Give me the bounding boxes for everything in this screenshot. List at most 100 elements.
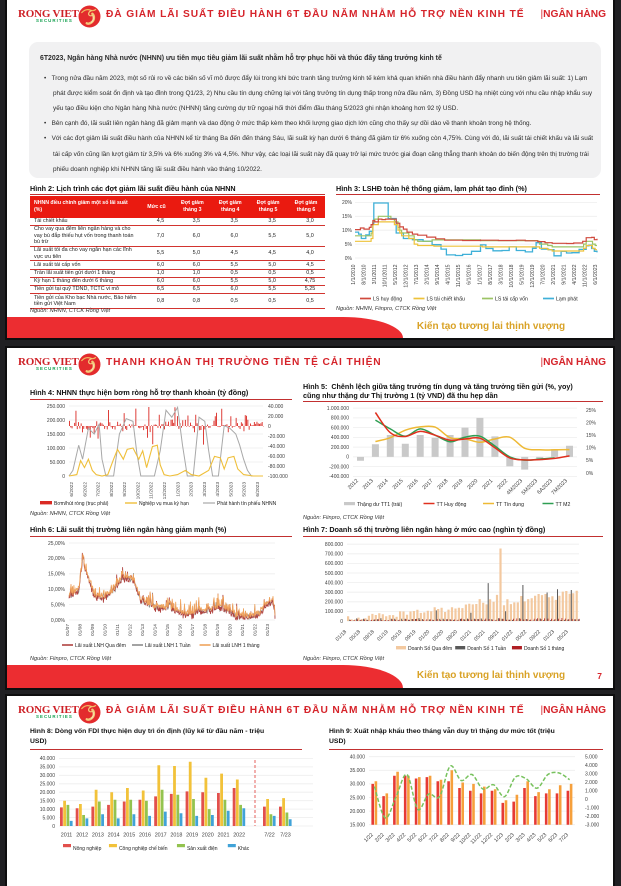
- svg-text:0,00%: 0,00%: [51, 618, 66, 624]
- svg-text:7/2022: 7/2022: [96, 482, 102, 497]
- svg-text:8/1/2017: 8/1/2017: [488, 264, 494, 284]
- svg-text:8/22: 8/22: [439, 832, 451, 844]
- svg-text:01/21: 01/21: [459, 629, 473, 643]
- svg-text:01/19: 01/19: [376, 629, 390, 643]
- svg-text:12/1/2019: 12/1/2019: [530, 264, 536, 287]
- svg-text:01/18: 01/18: [202, 624, 208, 636]
- svg-text:0: 0: [62, 474, 65, 480]
- svg-text:20.000: 20.000: [40, 790, 56, 796]
- svg-text:4/22: 4/22: [396, 832, 408, 844]
- svg-text:-40.000: -40.000: [268, 444, 285, 450]
- svg-text:10%: 10%: [342, 228, 353, 234]
- svg-text:01/17: 01/17: [190, 624, 196, 636]
- svg-text:1/2023: 1/2023: [175, 482, 181, 497]
- svg-text:0: 0: [268, 424, 271, 430]
- svg-text:Nông nghiệp: Nông nghiệp: [73, 846, 102, 852]
- svg-text:2015: 2015: [392, 478, 405, 491]
- svg-text:15.000: 15.000: [350, 823, 366, 829]
- svg-text:2018: 2018: [170, 833, 182, 839]
- svg-text:2019: 2019: [186, 833, 198, 839]
- svg-text:01/18: 01/18: [335, 629, 349, 643]
- svg-text:4/23: 4/23: [526, 832, 538, 844]
- svg-text:700.000: 700.000: [325, 552, 343, 558]
- svg-text:-2.000: -2.000: [585, 814, 599, 820]
- svg-text:Thặng dư TT1 (trái): Thặng dư TT1 (trái): [357, 502, 402, 508]
- svg-text:200.000: 200.000: [325, 600, 343, 606]
- svg-text:01/23: 01/23: [265, 624, 271, 636]
- svg-text:25,00%: 25,00%: [48, 541, 66, 547]
- svg-text:6/2022: 6/2022: [82, 482, 88, 497]
- svg-text:09/18: 09/18: [362, 629, 376, 643]
- svg-text:2/1/2014: 2/1/2014: [425, 264, 431, 284]
- svg-text:2022: 2022: [233, 833, 245, 839]
- svg-text:40.000: 40.000: [350, 755, 366, 761]
- svg-text:Lãi suất LNH 1 Tuần: Lãi suất LNH 1 Tuần: [145, 643, 191, 649]
- svg-text:7/23: 7/23: [280, 833, 291, 839]
- svg-text:10/22: 10/22: [459, 832, 473, 846]
- svg-text:01/22: 01/22: [252, 624, 258, 636]
- svg-text:Bơm/hút ròng (trục phải): Bơm/hút ròng (trục phải): [54, 501, 109, 507]
- svg-text:1/22: 1/22: [363, 832, 375, 844]
- svg-text:5%: 5%: [345, 242, 353, 248]
- svg-text:0: 0: [585, 797, 588, 803]
- svg-text:Khác: Khác: [238, 846, 250, 852]
- svg-text:2/23: 2/23: [504, 832, 516, 844]
- svg-text:600.000: 600.000: [325, 561, 343, 567]
- svg-text:5.000: 5.000: [585, 755, 598, 761]
- svg-text:-20.000: -20.000: [268, 434, 285, 440]
- svg-text:5/22: 5/22: [407, 832, 419, 844]
- svg-text:01/13: 01/13: [140, 624, 146, 636]
- svg-text:11/2022: 11/2022: [149, 482, 155, 499]
- svg-text:5,00%: 5,00%: [51, 602, 66, 608]
- svg-text:40.000: 40.000: [268, 404, 284, 410]
- svg-text:15,00%: 15,00%: [48, 572, 66, 578]
- svg-text:7M2023: 7M2023: [551, 478, 569, 496]
- svg-text:15%: 15%: [342, 214, 353, 220]
- svg-text:05/23: 05/23: [556, 629, 570, 643]
- svg-text:3/23: 3/23: [515, 832, 527, 844]
- svg-text:01/12: 01/12: [127, 624, 133, 636]
- svg-text:7/22: 7/22: [264, 833, 275, 839]
- svg-text:8/1/2010: 8/1/2010: [362, 264, 368, 284]
- svg-text:-80.000: -80.000: [268, 464, 285, 470]
- svg-text:01/07: 01/07: [65, 624, 71, 636]
- svg-text:01/21: 01/21: [240, 624, 246, 636]
- svg-text:LS huy động: LS huy động: [373, 297, 402, 303]
- svg-text:6/2023: 6/2023: [255, 482, 261, 497]
- svg-text:Doanh Số 1 Tuần: Doanh Số 1 Tuần: [467, 646, 506, 652]
- svg-text:0: 0: [340, 619, 343, 625]
- svg-text:05/21: 05/21: [473, 629, 487, 643]
- svg-text:01/23: 01/23: [542, 629, 556, 643]
- svg-text:-200.000: -200.000: [329, 465, 349, 471]
- svg-text:150.000: 150.000: [47, 432, 65, 438]
- svg-text:2/1/2021: 2/1/2021: [551, 264, 557, 284]
- svg-text:Doanh Số Qua đêm: Doanh Số Qua đêm: [408, 646, 452, 652]
- svg-text:2/22: 2/22: [374, 832, 386, 844]
- svg-text:01/10: 01/10: [103, 624, 109, 636]
- svg-text:300.000: 300.000: [325, 590, 343, 596]
- svg-text:25%: 25%: [586, 408, 597, 414]
- svg-text:15%: 15%: [586, 433, 597, 439]
- svg-text:100.000: 100.000: [47, 446, 65, 452]
- svg-text:-100.000: -100.000: [268, 474, 288, 480]
- svg-text:0%: 0%: [345, 256, 353, 262]
- svg-text:30.000: 30.000: [40, 773, 56, 779]
- svg-text:0%: 0%: [586, 471, 594, 477]
- svg-text:5/1/2019: 5/1/2019: [519, 264, 525, 284]
- svg-text:25.000: 25.000: [40, 782, 56, 788]
- svg-text:12/22: 12/22: [480, 832, 494, 846]
- svg-text:50.000: 50.000: [50, 460, 66, 466]
- svg-text:05/18: 05/18: [349, 629, 363, 643]
- svg-text:15.000: 15.000: [40, 799, 56, 805]
- svg-text:01/22: 01/22: [501, 629, 515, 643]
- svg-text:2011: 2011: [61, 833, 73, 839]
- svg-text:LS tái cấp vốn: LS tái cấp vốn: [495, 297, 528, 303]
- svg-text:250.000: 250.000: [47, 404, 65, 410]
- svg-text:500.000: 500.000: [325, 571, 343, 577]
- svg-text:05/19: 05/19: [390, 629, 404, 643]
- svg-text:5/2023: 5/2023: [228, 482, 234, 497]
- svg-text:7/22: 7/22: [428, 832, 440, 844]
- svg-text:2022: 2022: [496, 478, 509, 491]
- svg-text:6/2022: 6/2022: [69, 482, 75, 497]
- svg-text:40.000: 40.000: [40, 756, 56, 762]
